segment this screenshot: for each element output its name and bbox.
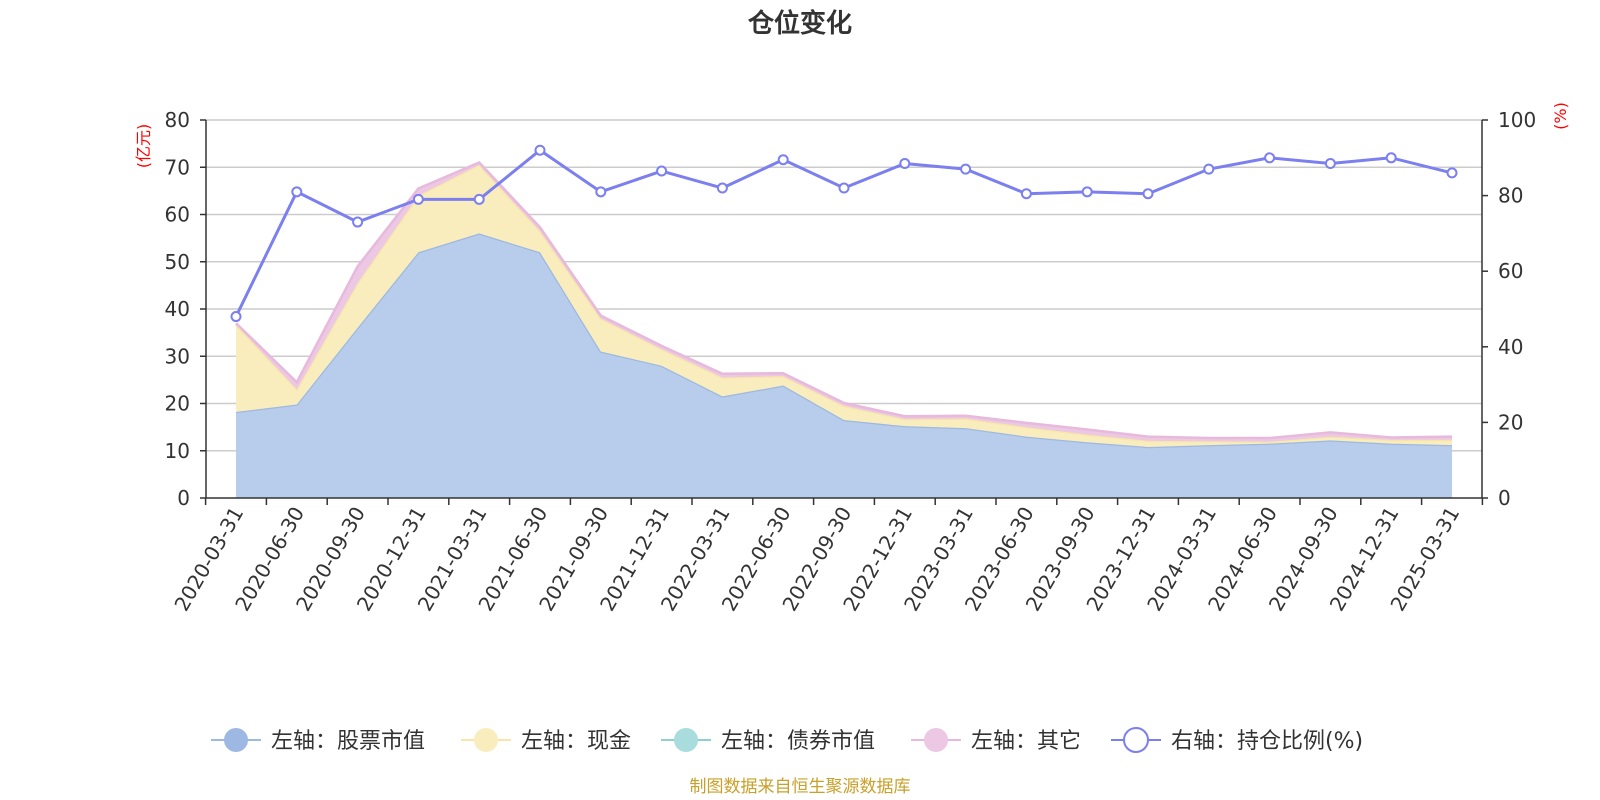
ratio-point xyxy=(1446,167,1458,179)
chart-title: 仓位变化 xyxy=(747,8,852,39)
ratio-point xyxy=(230,311,242,323)
legend-marker xyxy=(474,728,498,752)
right-tick-label: 80 xyxy=(1498,184,1523,208)
area-line-3 xyxy=(235,161,1453,440)
source-note: 制图数据来自恒生聚源数据库 xyxy=(690,777,911,797)
ratio-point xyxy=(777,154,789,166)
ratio-point xyxy=(595,186,607,198)
ratio-point xyxy=(291,186,303,198)
ratio-point xyxy=(1142,188,1154,200)
right-tick-label: 100 xyxy=(1498,108,1536,132)
ratio-point xyxy=(1385,152,1397,164)
ratio-point xyxy=(1203,163,1215,175)
right-axis-unit: (%) xyxy=(1551,102,1570,130)
ratio-point xyxy=(716,182,728,194)
ratio-point xyxy=(1081,186,1093,198)
legend-item: 左轴：债券市值 xyxy=(661,728,875,754)
ratio-point xyxy=(352,216,364,228)
ratio-point xyxy=(656,165,668,177)
left-tick-label: 70 xyxy=(165,155,190,179)
ratio-point xyxy=(838,182,850,194)
ratio-point xyxy=(1020,188,1032,200)
ratio-point xyxy=(473,193,485,205)
left-tick-label: 0 xyxy=(177,486,190,510)
right-tick-label: 40 xyxy=(1498,335,1523,359)
legend-item: 左轴：其它 xyxy=(911,728,1081,754)
left-tick-label: 80 xyxy=(165,108,190,132)
left-tick-label: 60 xyxy=(165,203,190,227)
line-series xyxy=(230,144,1458,323)
area-series xyxy=(235,161,1453,498)
area-fill-0 xyxy=(236,233,1452,498)
ratio-point xyxy=(899,157,911,169)
legend-marker xyxy=(224,728,248,752)
right-tick-label: 0 xyxy=(1498,486,1511,510)
ratio-point xyxy=(960,163,972,175)
legend-marker xyxy=(674,728,698,752)
legend-item: 左轴：现金 xyxy=(461,728,631,754)
ratio-point xyxy=(534,144,546,156)
area-fill-1 xyxy=(236,164,1452,447)
left-tick-label: 10 xyxy=(165,439,190,463)
left-tick-label: 40 xyxy=(165,297,190,321)
left-tick-label: 50 xyxy=(165,250,190,274)
legend-item: 右轴：持仓比例(%) xyxy=(1111,727,1363,754)
ratio-point xyxy=(412,193,424,205)
legend: 左轴：股票市值 左轴：现金 左轴：债券市值 左轴：其它 右轴：持仓比例(%) xyxy=(211,727,1363,754)
legend-label: 右轴：持仓比例(%) xyxy=(1171,729,1363,754)
legend-label: 左轴：股票市值 xyxy=(271,729,425,754)
right-tick-label: 60 xyxy=(1498,259,1523,283)
ratio-point xyxy=(1324,157,1336,169)
legend-item: 左轴：股票市值 xyxy=(211,728,425,754)
left-tick-label: 30 xyxy=(165,344,190,368)
right-tick-label: 20 xyxy=(1498,410,1523,434)
legend-label: 左轴：现金 xyxy=(521,729,631,754)
legend-label: 左轴：债券市值 xyxy=(721,729,875,754)
legend-marker xyxy=(1123,727,1149,753)
legend-marker xyxy=(924,728,948,752)
left-axis-unit: (亿元) xyxy=(134,124,153,169)
legend-label: 左轴：其它 xyxy=(971,729,1081,754)
left-tick-label: 20 xyxy=(165,392,190,416)
ratio-point xyxy=(1264,152,1276,164)
